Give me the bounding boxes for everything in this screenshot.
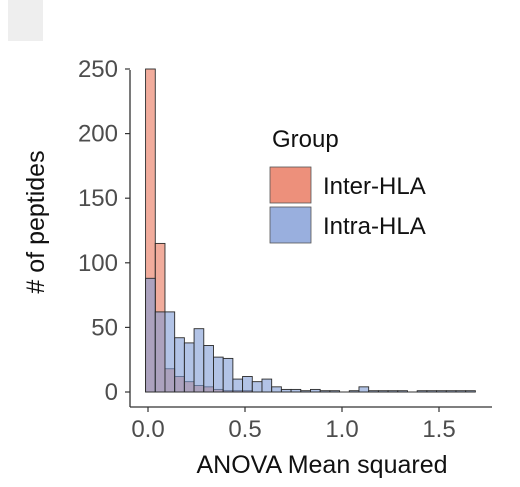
bar-intra-hla-bin-19: [329, 390, 341, 393]
bar-intra-hla-bin-6: [203, 345, 214, 393]
bar-intra-hla-bin-10: [242, 376, 253, 393]
bar-intra-hla-bin-8: [222, 357, 234, 393]
bar-intra-hla-bin-16: [300, 390, 311, 393]
y-tick-label: 100: [78, 250, 118, 277]
bar-intra-hla-bin-14: [280, 388, 292, 393]
bar-intra-hla-bin-17: [310, 388, 321, 393]
corner-placeholder-block: [8, 0, 43, 41]
x-tick-label: 0.0: [131, 416, 164, 443]
bar-intra-hla-bin-11: [251, 381, 263, 393]
bar-intra-hla-bin-13: [271, 386, 282, 393]
x-tick-label: 1.0: [325, 416, 358, 443]
bar-intra-hla-bin-2: [164, 311, 176, 393]
bar-intra-hla-bin-22: [358, 386, 370, 393]
y-tick-label: 0: [105, 379, 118, 406]
bar-intra-hla-bin-9: [232, 378, 244, 393]
legend: Group Inter-HLA Intra-HLA: [269, 126, 426, 244]
series-intra-hla: [145, 277, 476, 393]
bar-intra-hla-bin-12: [261, 378, 273, 393]
y-axis-title: # of peptides: [22, 150, 50, 293]
y-tick-label: 250: [78, 56, 118, 83]
bar-intra-hla-bin-0: [145, 277, 156, 393]
legend-label-intra-hla: Intra-HLA: [323, 213, 426, 240]
bar-intra-hla-bin-24: [377, 390, 389, 393]
bar-intra-hla-bin-31: [445, 390, 457, 393]
bar-intra-hla-bin-23: [368, 390, 379, 393]
bar-intra-hla-bin-21: [348, 390, 360, 393]
y-tick-label: 200: [78, 121, 118, 148]
bar-intra-hla-bin-29: [426, 390, 438, 393]
bar-intra-hla-bin-5: [193, 328, 205, 393]
bar-intra-hla-bin-4: [183, 342, 195, 393]
legend-label-inter-hla: Inter-HLA: [323, 173, 426, 200]
bar-intra-hla-bin-7: [213, 356, 224, 393]
bar-intra-hla-bin-3: [174, 337, 185, 393]
x-tick-label: 0.5: [228, 416, 261, 443]
bar-intra-hla-bin-1: [154, 311, 166, 393]
legend-title: Group: [272, 126, 339, 153]
bar-intra-hla-bin-32: [455, 390, 467, 393]
y-tick-label: 150: [78, 185, 118, 212]
legend-key-inter-hla: [269, 166, 312, 204]
bar-intra-hla-bin-15: [290, 388, 302, 393]
bar-intra-hla-bin-30: [436, 390, 447, 393]
legend-key-intra-hla: [269, 206, 312, 244]
bar-intra-hla-bin-26: [397, 390, 408, 393]
bars-layer: [145, 68, 476, 393]
x-tick-label: 1.5: [422, 416, 455, 443]
bar-intra-hla-bin-28: [416, 390, 428, 393]
axes-layer: 0 50 100 150 200 250 0.0 0.5 1.0 1.5 ANOVA Mean sq…: [22, 56, 492, 479]
bar-intra-hla-bin-25: [387, 390, 399, 393]
x-axis-title: ANOVA Mean squared: [196, 451, 447, 479]
bar-intra-hla-bin-18: [319, 390, 331, 393]
y-tick-label: 50: [91, 314, 118, 341]
bar-intra-hla-bin-33: [465, 390, 476, 393]
